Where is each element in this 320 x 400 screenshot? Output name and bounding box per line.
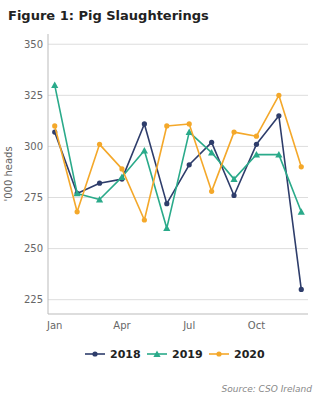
title: Figure 1: Pig Slaughterings xyxy=(8,8,209,23)
point xyxy=(254,134,259,139)
point xyxy=(142,217,147,222)
point xyxy=(74,190,81,196)
point xyxy=(163,225,170,231)
y-tick-label: 275 xyxy=(24,192,43,203)
point xyxy=(208,149,215,155)
point xyxy=(164,123,169,128)
y-tick-label: 350 xyxy=(24,39,43,50)
series xyxy=(52,93,304,223)
y-tick-label: 300 xyxy=(24,141,43,152)
chart: Figure 1: Pig Slaughterings '000 heads 225… xyxy=(0,0,320,400)
grid-line xyxy=(48,44,308,45)
legend-label: 2018 xyxy=(110,348,141,361)
point xyxy=(253,151,260,157)
grid-line xyxy=(48,299,308,300)
point xyxy=(216,351,221,356)
point xyxy=(75,209,80,214)
point xyxy=(187,162,192,167)
point xyxy=(141,147,148,153)
point xyxy=(153,350,160,356)
point xyxy=(276,93,281,98)
legend-label: 2019 xyxy=(172,348,203,361)
x-tick-label: Apr xyxy=(113,320,131,331)
point xyxy=(187,121,192,126)
y-tick-label: 250 xyxy=(24,243,43,254)
point xyxy=(97,181,102,186)
point xyxy=(209,189,214,194)
point xyxy=(119,166,124,171)
grid-line xyxy=(48,146,308,147)
line xyxy=(55,95,302,220)
point xyxy=(276,113,281,118)
legend: 2018 2019 2020 xyxy=(85,348,265,361)
plot-area xyxy=(51,81,305,292)
line xyxy=(55,85,302,228)
y-axis-label: '000 heads xyxy=(3,146,14,201)
point xyxy=(97,142,102,147)
point xyxy=(254,142,259,147)
point xyxy=(75,191,80,196)
series xyxy=(51,81,305,231)
chart-container: Figure 1: Pig Slaughterings '000 heads 225… xyxy=(0,0,320,400)
point xyxy=(96,196,103,202)
y-tick-label: 325 xyxy=(24,90,43,101)
y-grid xyxy=(48,44,308,299)
point xyxy=(230,176,237,182)
x-tick-label: Jul xyxy=(182,320,195,331)
point xyxy=(92,351,97,356)
x-tick-label: Oct xyxy=(248,320,265,331)
y-tick-label: 225 xyxy=(24,294,43,305)
point xyxy=(231,193,236,198)
point xyxy=(275,151,282,157)
point xyxy=(209,140,214,145)
legend-label: 2020 xyxy=(234,348,265,361)
line xyxy=(55,116,302,290)
grid-line xyxy=(48,197,308,198)
source-note: Source: CSO Ireland xyxy=(222,384,313,394)
point xyxy=(164,201,169,206)
point xyxy=(299,287,304,292)
point xyxy=(142,121,147,126)
point xyxy=(52,123,57,128)
series xyxy=(52,113,304,292)
point xyxy=(231,130,236,135)
point xyxy=(51,81,58,87)
grid-line xyxy=(48,95,308,96)
y-axis-line xyxy=(48,34,49,314)
point xyxy=(299,164,304,169)
x-axis-line xyxy=(48,314,308,315)
grid-line xyxy=(48,248,308,249)
x-tick-label: Jan xyxy=(46,320,62,331)
point xyxy=(298,208,305,214)
